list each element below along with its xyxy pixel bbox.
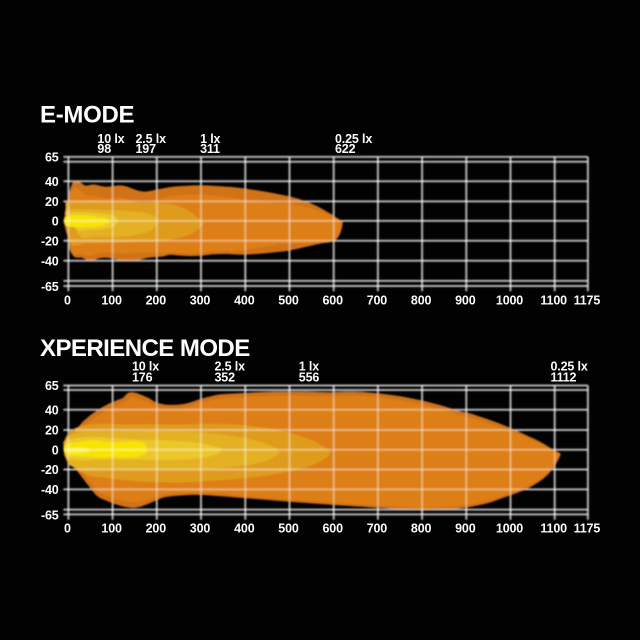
- svg-text:20: 20: [45, 424, 59, 438]
- svg-text:-65: -65: [41, 280, 59, 294]
- svg-text:1112: 1112: [551, 371, 577, 385]
- svg-text:500: 500: [278, 522, 299, 536]
- svg-text:800: 800: [411, 293, 432, 307]
- svg-text:10 lx: 10 lx: [132, 360, 159, 374]
- svg-text:0.25 lx: 0.25 lx: [335, 132, 372, 146]
- svg-text:40: 40: [45, 175, 59, 189]
- svg-text:-40: -40: [41, 483, 59, 497]
- svg-text:1000: 1000: [496, 522, 523, 536]
- svg-text:500: 500: [278, 293, 299, 307]
- svg-text:400: 400: [234, 522, 255, 536]
- svg-text:100: 100: [101, 293, 122, 307]
- svg-text:556: 556: [299, 371, 320, 385]
- svg-text:1175: 1175: [574, 293, 601, 307]
- svg-text:-20: -20: [41, 234, 59, 248]
- svg-text:311: 311: [200, 142, 220, 156]
- svg-text:700: 700: [367, 293, 388, 307]
- svg-text:0: 0: [52, 215, 59, 229]
- svg-text:10 lx: 10 lx: [97, 132, 124, 146]
- svg-text:0: 0: [64, 522, 71, 536]
- svg-text:600: 600: [322, 293, 343, 307]
- svg-text:40: 40: [45, 403, 59, 417]
- svg-text:1100: 1100: [540, 293, 567, 307]
- svg-text:200: 200: [146, 522, 167, 536]
- svg-text:900: 900: [455, 522, 476, 536]
- svg-text:700: 700: [367, 522, 388, 536]
- svg-text:-65: -65: [41, 509, 59, 523]
- svg-text:2.5 lx: 2.5 lx: [215, 360, 246, 374]
- svg-text:1 lx: 1 lx: [200, 132, 220, 146]
- svg-text:XPERIENCE MODE: XPERIENCE MODE: [40, 335, 250, 362]
- svg-text:0.25 lx: 0.25 lx: [551, 360, 588, 374]
- svg-text:176: 176: [132, 371, 153, 385]
- svg-text:1000: 1000: [496, 293, 523, 307]
- svg-text:400: 400: [234, 293, 255, 307]
- svg-text:0: 0: [52, 443, 59, 457]
- svg-text:65: 65: [45, 150, 59, 164]
- svg-text:2.5 lx: 2.5 lx: [136, 132, 167, 146]
- svg-text:-20: -20: [41, 463, 59, 477]
- svg-text:1100: 1100: [540, 522, 567, 536]
- svg-text:E-MODE: E-MODE: [40, 102, 134, 129]
- svg-text:300: 300: [190, 293, 211, 307]
- svg-text:600: 600: [322, 522, 343, 536]
- svg-text:65: 65: [45, 379, 59, 393]
- svg-text:622: 622: [335, 142, 356, 156]
- svg-text:-40: -40: [41, 254, 59, 268]
- svg-text:300: 300: [190, 522, 211, 536]
- svg-text:98: 98: [97, 142, 111, 156]
- svg-text:20: 20: [45, 195, 59, 209]
- svg-text:1 lx: 1 lx: [299, 360, 319, 374]
- svg-text:197: 197: [136, 142, 157, 156]
- svg-text:800: 800: [411, 522, 432, 536]
- svg-text:100: 100: [101, 522, 122, 536]
- svg-text:1175: 1175: [574, 522, 601, 536]
- svg-text:200: 200: [146, 293, 167, 307]
- svg-text:0: 0: [64, 293, 71, 307]
- svg-text:352: 352: [215, 371, 236, 385]
- svg-text:900: 900: [455, 293, 476, 307]
